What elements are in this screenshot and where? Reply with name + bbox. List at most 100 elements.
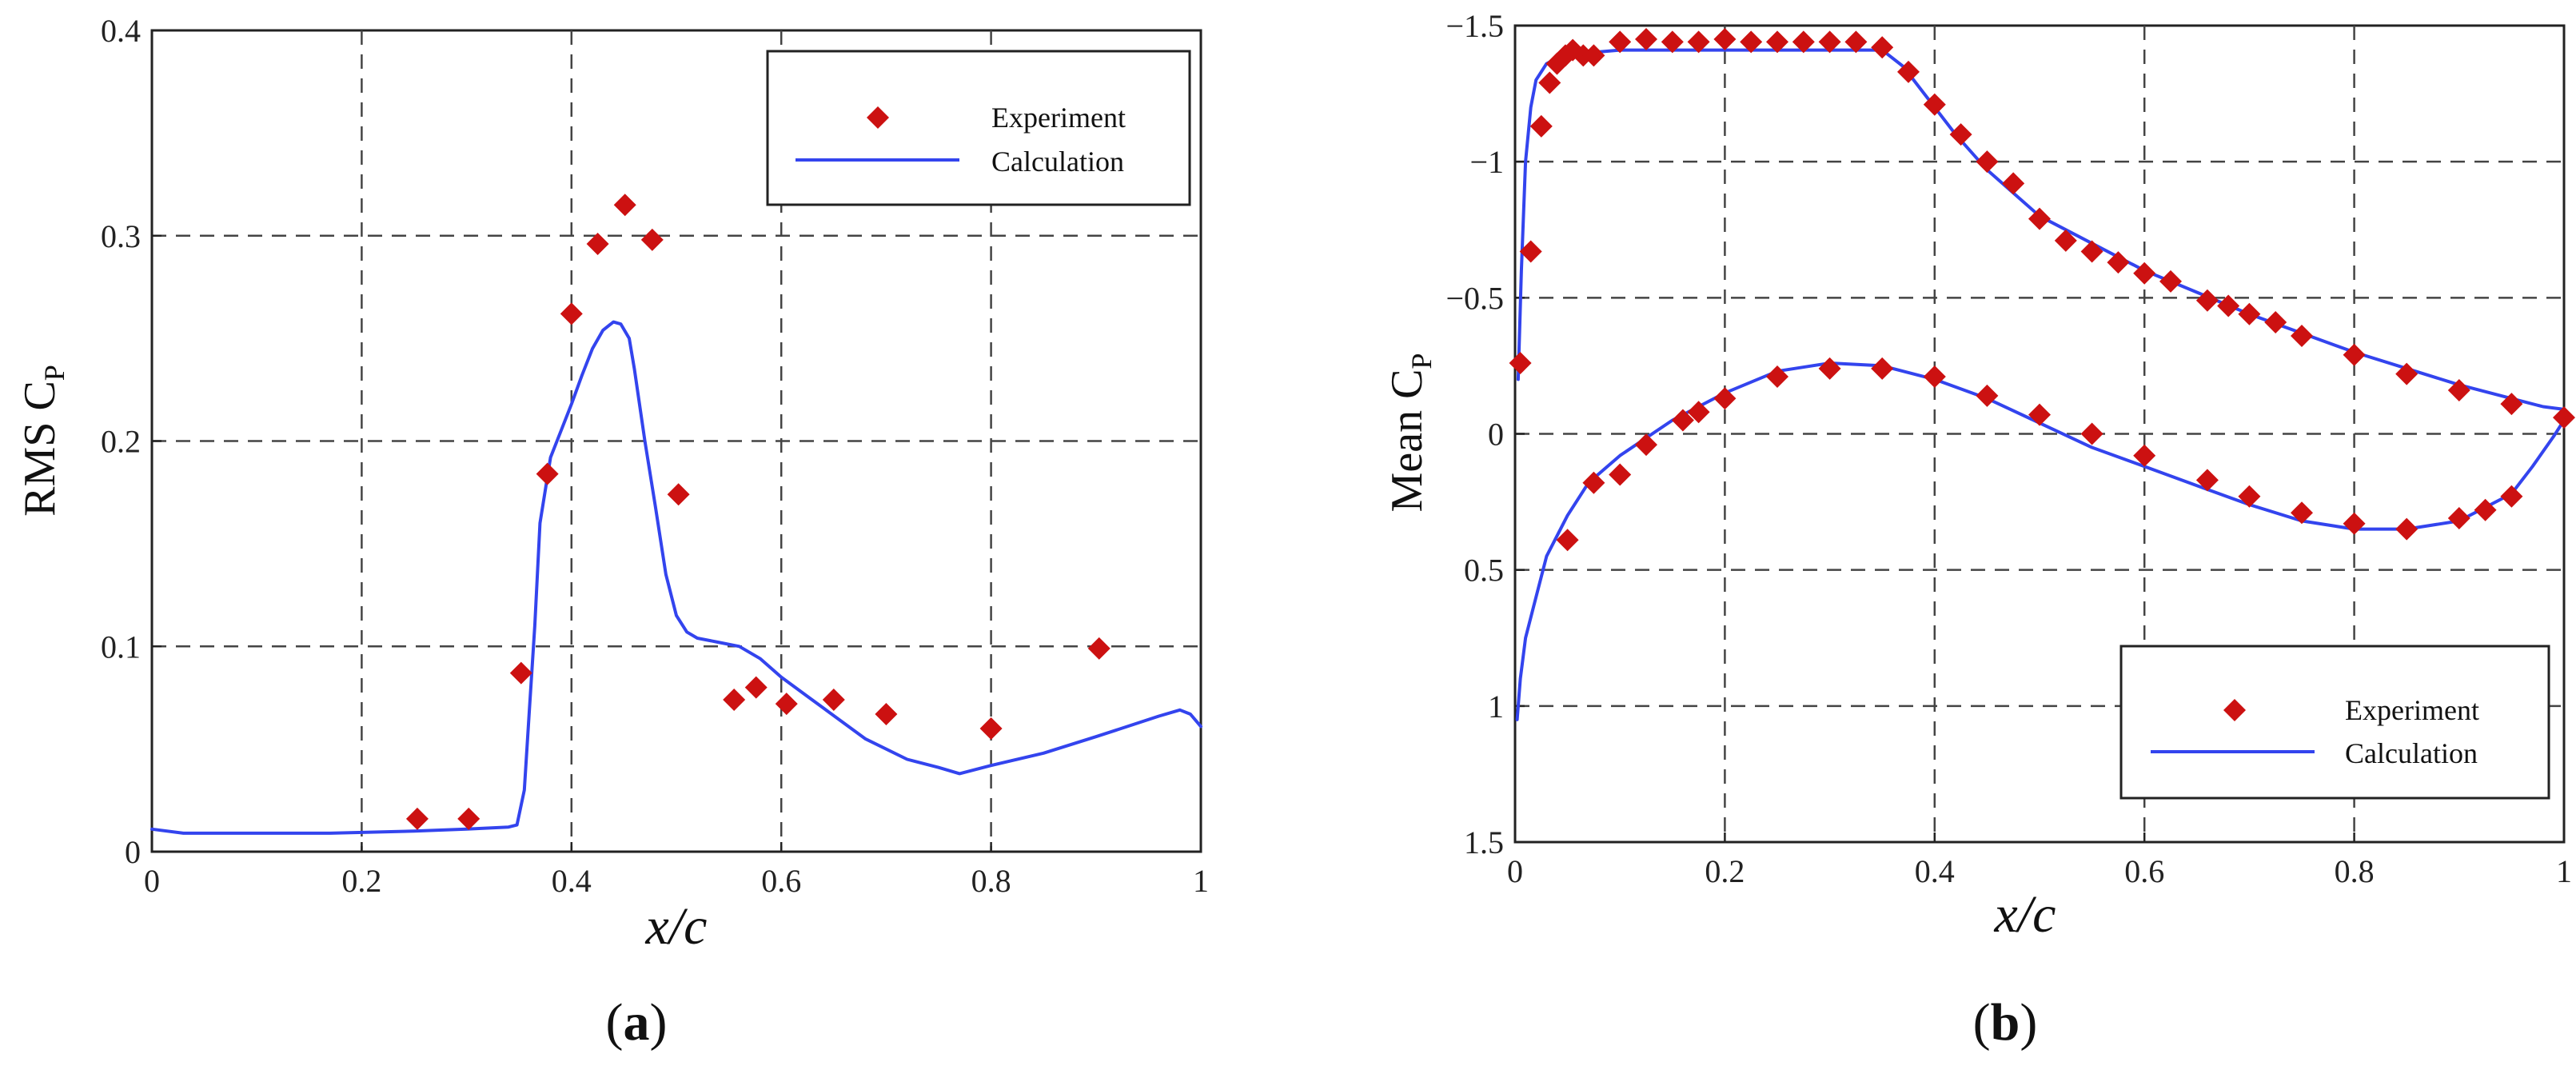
panel-b-y-axis-title: Mean CP: [1382, 353, 1438, 513]
panel-b-experiment-point: [2343, 512, 2366, 535]
panel-b-experiment-point: [1766, 365, 1788, 389]
panel-b-experiment-point: [1871, 357, 1894, 380]
panel-b-caption: (b): [1973, 993, 2038, 1052]
panel-a-experiment-point: [509, 661, 532, 685]
panel-b-experiment-point: [2107, 251, 2130, 274]
panel-a: 0 0.2 0.4 0.6 0.8 1 0 0.1 0.2 0.3 0.4 x/c RMS CP E…: [15, 13, 1209, 1052]
panel-b-experiment-point: [1740, 30, 1763, 54]
panel-b-experiment-point: [1582, 471, 1605, 494]
panel-b: 0 0.2 0.4 0.6 0.8 1 −1.5 −1 −0.5 0 0.5 1 1.5 x/c Mea…: [1382, 8, 2575, 1052]
panel-a-experiment-point: [613, 194, 636, 217]
panel-b-experiment-point: [2080, 422, 2103, 445]
panel-b-experiment-point: [2133, 444, 2156, 467]
panel-b-legend-experiment-marker: [2223, 699, 2246, 721]
panel-b-legend-experiment-label: Experiment: [2345, 694, 2479, 726]
panel-b-experiment-point: [1671, 409, 1694, 432]
panel-a-x-tick-label: 0.6: [761, 863, 801, 899]
panel-a-y-axis-title: RMS CP: [15, 365, 70, 517]
panel-a-experiment-series: [405, 194, 1111, 830]
panel-a-legend-experiment-label: Experiment: [991, 102, 1126, 134]
panel-a-experiment-point: [723, 689, 746, 712]
panel-b-x-tick-label: 0.8: [2335, 853, 2375, 889]
panel-b-experiment-point: [2238, 302, 2261, 325]
panel-b-y-tick-label: 0.5: [1464, 553, 1504, 589]
panel-b-experiment-point: [2343, 343, 2366, 366]
panel-b-y-tick-label: −0.5: [1446, 280, 1504, 316]
panel-a-experiment-point: [775, 693, 798, 716]
panel-b-grid: [1515, 26, 2564, 842]
panel-b-experiment-point: [2195, 469, 2219, 492]
panel-a-experiment-point: [640, 228, 664, 251]
panel-b-experiment-point: [1687, 30, 1710, 54]
panel-b-x-tick-label: 0.4: [1915, 853, 1955, 889]
panel-b-experiment-point: [1923, 93, 1946, 116]
panel-b-experiment-point: [2395, 362, 2418, 385]
panel-a-y-tick-label: 0: [125, 834, 141, 870]
panel-a-x-tick-label: 0: [144, 863, 160, 899]
panel-a-y-tick-label: 0.3: [101, 218, 141, 254]
panel-b-x-tick-label: 0.2: [1705, 853, 1745, 889]
panel-a-legend-box: [766, 50, 1191, 206]
panel-b-experiment-point: [1661, 30, 1684, 54]
panel-b-y-tick-label: 1: [1488, 689, 1504, 725]
panel-b-experiment-point: [2002, 172, 2025, 195]
panel-b-experiment-point: [1635, 433, 1657, 457]
panel-b-experiment-point: [2264, 310, 2287, 333]
panel-b-experiment-point: [1529, 114, 1553, 138]
panel-b-legend: Experiment Calculation: [2119, 645, 2550, 800]
panel-b-experiment-series: [1509, 28, 2575, 552]
panel-a-calculation-line: [150, 320, 1202, 835]
panel-b-experiment-point: [2500, 485, 2523, 508]
panel-a-legend-calculation-label: Calculation: [991, 146, 1124, 178]
panel-b-experiment-point: [1976, 150, 1999, 174]
panel-b-experiment-point: [1687, 401, 1710, 424]
panel-b-y-tick-label: −1.5: [1446, 8, 1504, 44]
panel-a-y-tick-label: 0.1: [101, 629, 141, 665]
panel-a-x-tick-label: 0.2: [341, 863, 381, 899]
panel-b-x-tick-label: 1: [2556, 853, 2572, 889]
panel-b-y-tick-label: 1.5: [1464, 824, 1504, 860]
panel-a-experiment-point: [875, 702, 898, 725]
panel-b-ticks: 0 0.2 0.4 0.6 0.8 1 −1.5 −1 −0.5 0 0.5 1 1.5: [1446, 8, 2572, 889]
panel-b-experiment-point: [1509, 352, 1532, 375]
panel-a-experiment-point: [405, 807, 429, 830]
panel-a-caption: (a): [606, 993, 668, 1052]
panel-a-y-tick-label: 0.2: [101, 424, 141, 460]
panel-b-experiment-point: [1538, 71, 1561, 94]
panel-b-experiment-point: [2395, 517, 2418, 541]
panel-b-experiment-point: [2028, 207, 2051, 230]
panel-b-experiment-point: [1923, 365, 1946, 389]
panel-a-legend: Experiment Calculation: [766, 50, 1191, 206]
panel-b-experiment-point: [2080, 240, 2103, 263]
panel-b-experiment-point: [2054, 229, 2077, 252]
panel-b-experiment-point: [1635, 28, 1657, 51]
panel-b-experiment-point: [2217, 294, 2240, 317]
panel-a-experiment-point: [1087, 637, 1111, 660]
panel-b-legend-box: [2119, 645, 2550, 800]
panel-b-experiment-point: [1556, 529, 1579, 552]
panel-a-x-tick-label: 1: [1193, 863, 1209, 899]
panel-b-experiment-point: [1582, 44, 1605, 67]
panel-a-x-tick-label: 0.4: [552, 863, 592, 899]
panel-b-experiment-point: [1609, 463, 1632, 486]
panel-b-legend-calculation-label: Calculation: [2345, 737, 2478, 769]
panel-b-experiment-point: [1976, 384, 1999, 407]
panel-a-legend-experiment-marker: [867, 106, 889, 129]
panel-b-experiment-point: [2159, 269, 2182, 293]
panel-b-experiment-point: [2028, 403, 2051, 426]
panel-b-experiment-point: [1871, 36, 1894, 59]
panel-b-experiment-point: [2500, 393, 2523, 416]
panel-a-experiment-point: [457, 807, 481, 830]
panel-b-experiment-point: [2474, 498, 2497, 521]
panel-a-experiment-point: [979, 717, 1003, 740]
panel-a-x-axis-title: x/c: [645, 897, 708, 956]
panel-b-experiment-point: [2195, 289, 2219, 312]
panel-a-experiment-point: [536, 462, 559, 485]
panel-b-experiment-point: [1609, 30, 1632, 54]
panel-b-experiment-point: [1949, 123, 1972, 146]
panel-b-experiment-point: [1818, 30, 1841, 54]
panel-b-x-axis-title: x/c: [1994, 885, 2056, 944]
panel-a-experiment-point: [667, 483, 690, 506]
